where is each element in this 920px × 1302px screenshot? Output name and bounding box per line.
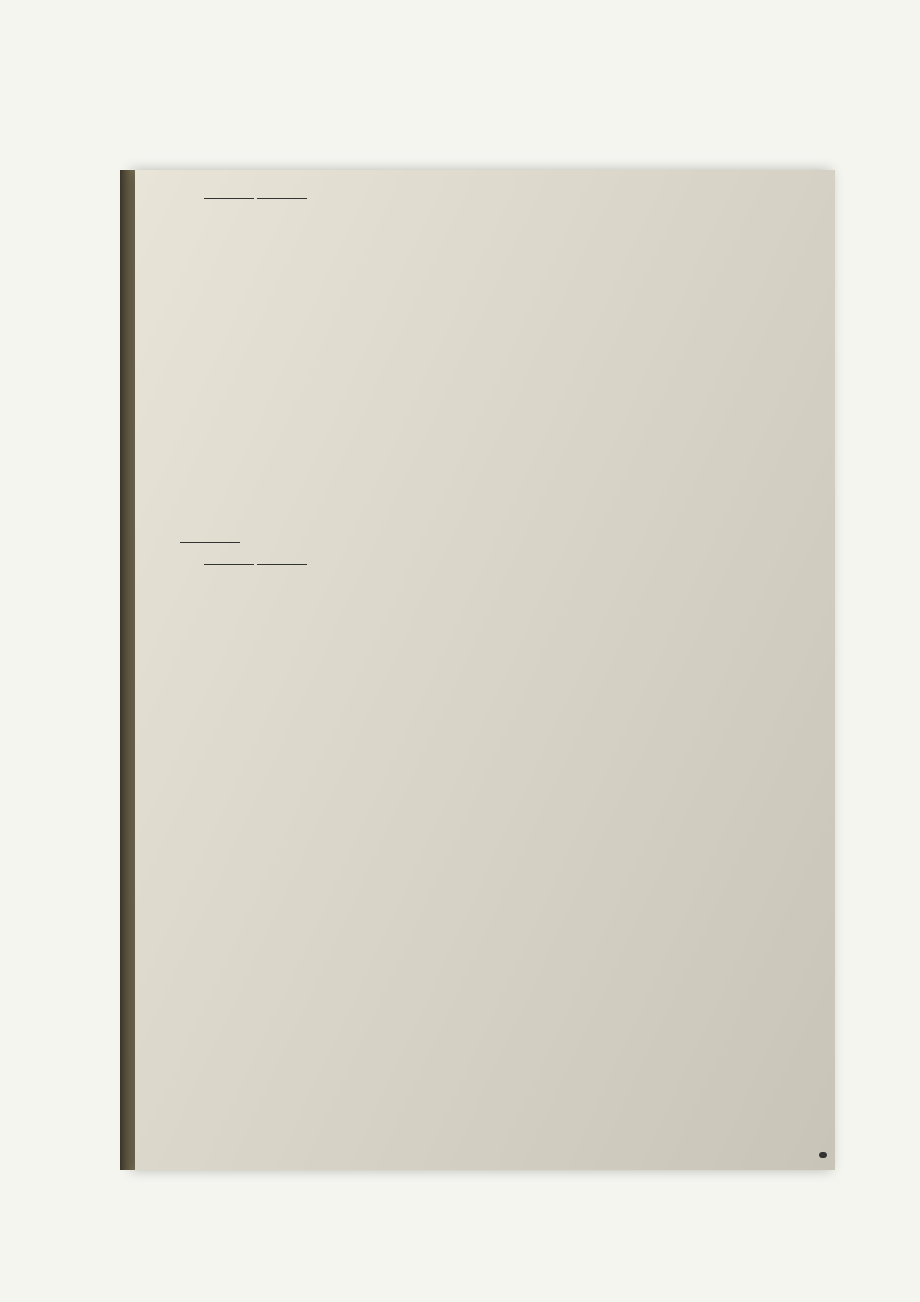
q23-blank-bias <box>204 553 254 565</box>
q23-figures-row <box>180 341 810 526</box>
q23-sub3 <box>180 552 810 570</box>
question-23 <box>180 341 810 570</box>
q23-sub2-line2 <box>180 530 810 548</box>
q23-circuit-a <box>180 341 320 516</box>
q22-blank-g <box>257 187 307 199</box>
hengshui-stamp <box>819 1152 827 1158</box>
q22-blank-v <box>204 187 254 199</box>
exam-page <box>135 170 835 1170</box>
q21-graph <box>645 186 805 296</box>
q23-blank-rx <box>180 531 240 543</box>
q23-blank-volt <box>257 553 307 565</box>
seal-line-label <box>140 680 162 880</box>
q23-graph-b <box>328 341 558 526</box>
q23-apparatus-c <box>566 341 810 526</box>
